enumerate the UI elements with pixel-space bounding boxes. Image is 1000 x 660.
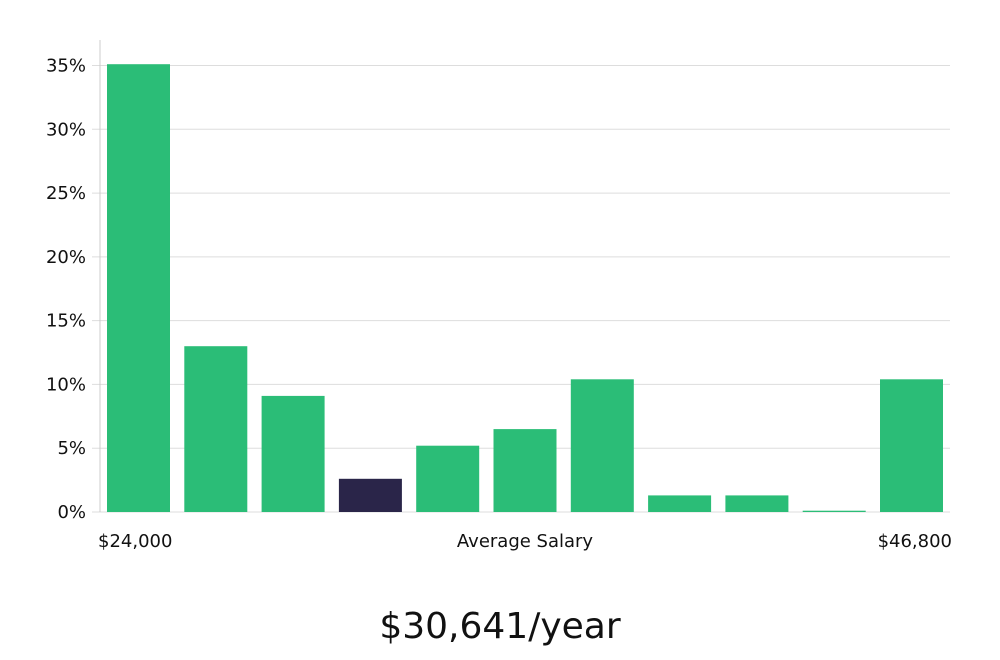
y-tick-label: 10%: [46, 374, 86, 395]
x-min-label: $24,000: [98, 531, 172, 552]
y-tick-label: 20%: [46, 247, 86, 268]
x-max-label: $46,800: [878, 531, 952, 552]
y-tick-label: 5%: [57, 438, 86, 459]
bar: [725, 495, 789, 512]
bar: [107, 64, 170, 512]
bar: [570, 379, 634, 512]
bar: [880, 379, 943, 512]
y-tick-label: 15%: [46, 311, 86, 332]
bar: [648, 495, 712, 512]
y-tick-label: 35%: [46, 56, 86, 77]
bar: [802, 510, 866, 512]
y-tick-labels: 0% 5% 10% 15% 20% 25% 30% 35%: [46, 56, 86, 523]
y-tick-label: 0%: [57, 502, 86, 523]
bar: [184, 346, 248, 512]
y-tick-label: 25%: [46, 183, 86, 204]
bar: [416, 445, 480, 512]
bars: [107, 64, 943, 512]
x-axis-title: Average Salary: [457, 531, 594, 552]
bar: [261, 395, 325, 512]
salary-distribution-chart: 0% 5% 10% 15% 20% 25% 30% 35% $24,000 Average S…: [46, 40, 952, 552]
y-tick-label: 30%: [46, 119, 86, 140]
bar: [493, 429, 557, 512]
bar-highlighted: [338, 478, 402, 512]
average-salary-headline: $30,641/year: [379, 606, 621, 647]
